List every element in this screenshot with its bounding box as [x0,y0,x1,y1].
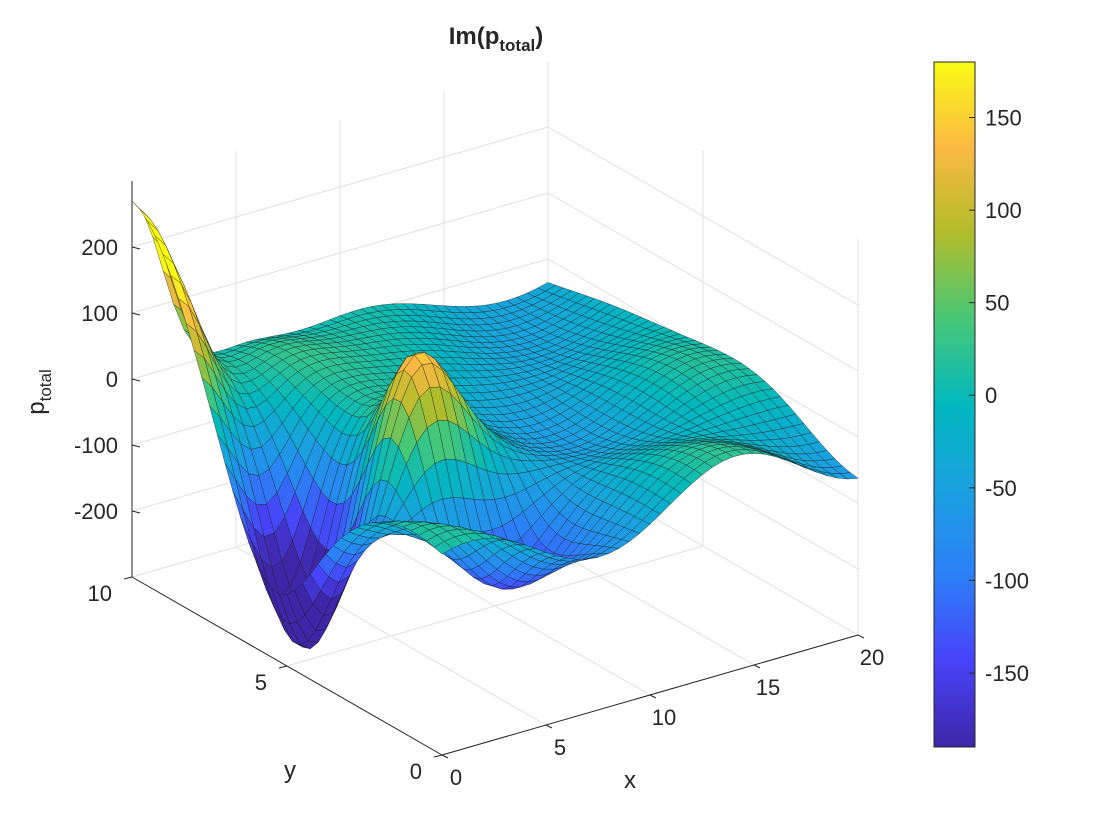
x-tick-mark [649,694,657,699]
x-tick-mark [441,754,449,759]
colorbar [933,61,976,748]
grid-line-z [547,192,859,372]
y-tick-label: 10 [88,581,112,606]
x-tick-label: 20 [860,645,884,670]
z-tick-mark [131,246,141,250]
title-main: Im(p [449,23,500,50]
colorbar-tick-label: 50 [985,291,1009,316]
colorbar-tick-label: -100 [985,568,1029,593]
grid-line-z [131,126,549,248]
z-tick-label: -200 [74,499,118,524]
title-subscript: total [499,36,535,55]
y-tick-mark [123,576,133,580]
y-tick-mark [433,754,443,758]
z-tick-mark [131,378,141,382]
z-tick-label: 200 [81,235,118,260]
x-tick-label: 5 [554,735,566,760]
z-tick-label: 0 [106,367,118,392]
y-axis-label: y [284,757,296,784]
colorbar-tick-label: -150 [985,661,1029,686]
grid-line-floor-y [286,545,704,667]
surface-mesh [131,201,859,649]
z-tick-mark [131,510,141,514]
y-tick-label: 5 [255,670,267,695]
colorbar-tick-label: 100 [985,198,1022,223]
zlabel-main: p [23,401,50,414]
x-tick-label: 0 [450,765,462,790]
grid-line-z [131,192,549,314]
colorbar-tick-label: 0 [985,383,997,408]
grid-line-z [547,126,859,306]
x-tick-mark [545,724,553,729]
z-tick-mark [131,312,141,316]
colorbar-tick-label: -50 [985,476,1017,501]
y-tick-mark [278,665,288,669]
x-tick-label: 10 [652,705,676,730]
z-tick-label: 100 [81,301,118,326]
z-axis-label: ptotal [23,369,55,415]
x-axis-label: x [624,767,636,794]
x-tick-mark [857,634,865,639]
x-tick-label: 15 [756,675,780,700]
x-tick-mark [753,664,761,669]
colorbar-ticks: -150 -100 -50 0 50 100 150 [969,106,1029,686]
surface-patch [433,540,453,555]
title-close: ) [535,23,543,50]
y-tick-label: 0 [410,759,422,784]
z-tick-mark [131,444,141,448]
colorbar-tick-label: 150 [985,106,1022,131]
z-tick-label: -100 [74,433,118,458]
zlabel-subscript: total [36,369,55,401]
chart-title: Im(ptotal) [449,23,544,55]
